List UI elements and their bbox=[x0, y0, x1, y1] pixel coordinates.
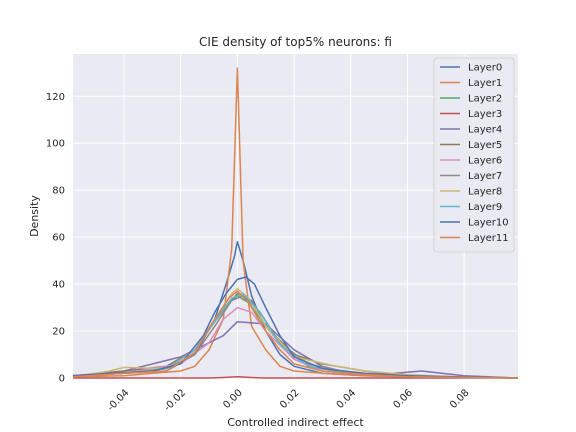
legend-label: Layer11 bbox=[468, 233, 509, 244]
y-axis-label: Density bbox=[28, 195, 41, 237]
y-tick-label: 120 bbox=[46, 92, 65, 103]
series-line-layer11 bbox=[72, 290, 519, 379]
series-line-layer3 bbox=[73, 376, 518, 379]
legend-label: Layer7 bbox=[468, 171, 502, 182]
y-tick-label: 80 bbox=[52, 186, 65, 197]
legend-label: Layer5 bbox=[468, 140, 502, 151]
y-tick-label: 0 bbox=[59, 374, 65, 385]
legend-label: Layer10 bbox=[468, 218, 509, 229]
legend-label: Layer8 bbox=[468, 187, 502, 198]
series-line-layer1 bbox=[72, 67, 519, 379]
series-line-layer4 bbox=[72, 320, 519, 379]
x-axis-label: Controlled indirect effect bbox=[227, 416, 364, 429]
y-tick-label: 40 bbox=[52, 280, 65, 291]
legend-label: Layer6 bbox=[468, 156, 502, 167]
legend-label: Layer9 bbox=[468, 202, 502, 213]
legend-label: Layer3 bbox=[468, 109, 502, 120]
legend-label: Layer0 bbox=[468, 63, 502, 74]
y-tick-label: 100 bbox=[46, 139, 65, 150]
legend-label: Layer4 bbox=[468, 125, 502, 136]
legend: Layer0 Layer1 Layer2 Layer3 Layer4 Layer5 Laye… bbox=[433, 57, 515, 253]
series-lines bbox=[72, 67, 519, 379]
legend-box bbox=[433, 57, 515, 253]
y-tick-label: 60 bbox=[52, 233, 65, 244]
legend-label: Layer2 bbox=[468, 94, 502, 105]
chart-title: CIE density of top5% neurons: fi bbox=[199, 35, 392, 49]
series-line-layer10 bbox=[72, 276, 519, 379]
y-tick-label: 20 bbox=[52, 327, 65, 338]
legend-label: Layer1 bbox=[468, 78, 502, 89]
